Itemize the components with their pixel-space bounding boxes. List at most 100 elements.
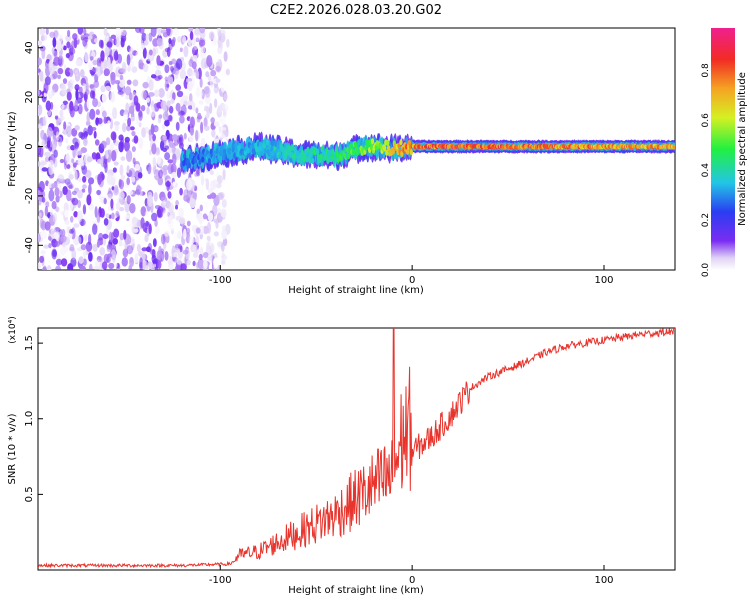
- noise-blob: [43, 244, 50, 249]
- noise-blob: [197, 112, 202, 118]
- noise-blob: [126, 54, 131, 66]
- noise-blob: [206, 55, 213, 68]
- noise-blob: [213, 257, 219, 269]
- noise-blob: [51, 104, 59, 116]
- noise-blob: [61, 228, 66, 238]
- noise-blob: [210, 110, 217, 119]
- noise-blob: [175, 121, 180, 131]
- noise-blob: [49, 31, 56, 38]
- noise-blob: [216, 175, 223, 184]
- noise-blob: [126, 177, 131, 186]
- noise-blob: [129, 47, 134, 56]
- noise-blob: [68, 183, 74, 190]
- noise-blob: [148, 49, 153, 56]
- noise-blob: [78, 131, 84, 139]
- signal-cell: [220, 145, 224, 152]
- noise-blob: [204, 85, 211, 98]
- noise-blob: [114, 79, 121, 85]
- noise-blob: [39, 28, 46, 36]
- noise-blob: [71, 190, 77, 196]
- noise-blob: [112, 254, 116, 264]
- x-tick-label: 0: [409, 575, 415, 586]
- noise-blob: [113, 185, 119, 194]
- noise-blob: [128, 167, 136, 178]
- noise-blob: [66, 91, 72, 101]
- noise-blob: [199, 204, 203, 212]
- noise-blob: [93, 130, 97, 139]
- noise-blob: [89, 90, 95, 99]
- noise-blob: [206, 241, 210, 251]
- noise-blob: [213, 231, 219, 237]
- noise-blob: [152, 134, 156, 142]
- signal-cell: [207, 158, 212, 165]
- noise-blob: [160, 100, 167, 110]
- figure-title: C2E2.2026.028.03.20.G02: [270, 3, 442, 18]
- noise-blob: [100, 59, 105, 71]
- noise-blob: [156, 156, 161, 165]
- noise-blob: [142, 81, 149, 89]
- noise-blob: [198, 225, 205, 236]
- noise-blob: [47, 182, 53, 189]
- noise-blob: [178, 207, 184, 218]
- noise-blob: [213, 121, 220, 127]
- noise-blob: [39, 255, 45, 264]
- noise-blob: [113, 121, 120, 126]
- noise-blob: [43, 82, 49, 94]
- noise-blob: [99, 247, 106, 256]
- noise-blob: [134, 163, 141, 172]
- signal-cell: [288, 145, 292, 152]
- noise-blob: [152, 47, 157, 57]
- noise-blob: [75, 69, 79, 77]
- noise-blob: [60, 234, 67, 243]
- noise-blob: [129, 256, 135, 268]
- noise-blob: [68, 174, 74, 180]
- noise-blob: [71, 248, 77, 261]
- noise-blob: [208, 31, 215, 40]
- noise-blob: [75, 88, 79, 101]
- noise-blob: [38, 144, 42, 156]
- noise-blob: [167, 115, 173, 122]
- noise-blob: [175, 204, 179, 210]
- noise-blob: [135, 115, 141, 126]
- signal-cell: [326, 157, 330, 164]
- noise-blob: [173, 252, 179, 258]
- noise-blob: [186, 227, 191, 235]
- noise-blob: [151, 212, 158, 222]
- noise-blob: [205, 71, 210, 78]
- noise-blob: [152, 238, 157, 248]
- x-tick-label: 100: [594, 575, 613, 586]
- noise-blob: [195, 107, 199, 114]
- noise-blob: [117, 90, 124, 95]
- noise-blob: [78, 234, 84, 245]
- noise-blob: [174, 265, 181, 270]
- signal-cell: [198, 158, 202, 165]
- spectrogram-image: [38, 28, 675, 270]
- x-tick-label: -100: [209, 275, 232, 286]
- noise-blob: [45, 113, 49, 123]
- noise-blob: [225, 68, 230, 76]
- noise-blob: [76, 210, 83, 223]
- noise-blob: [220, 34, 225, 43]
- noise-blob: [52, 37, 57, 48]
- noise-blob: [203, 259, 208, 270]
- noise-blob: [72, 162, 77, 168]
- noise-blob: [210, 180, 216, 191]
- noise-blob: [93, 265, 101, 270]
- noise-blob: [210, 69, 217, 77]
- noise-blob: [195, 70, 200, 79]
- noise-blob: [102, 236, 107, 246]
- noise-blob: [202, 213, 208, 220]
- noise-blob: [66, 41, 71, 49]
- noise-blob: [79, 69, 85, 78]
- signal-cell: [385, 149, 389, 157]
- x-tick-label: 0: [409, 275, 415, 286]
- signal-cell: [333, 156, 338, 163]
- noise-blob: [217, 46, 223, 54]
- noise-blob: [134, 252, 139, 263]
- noise-blob: [118, 179, 125, 190]
- noise-blob: [103, 116, 107, 124]
- noise-blob: [201, 88, 205, 100]
- noise-blob: [53, 149, 58, 158]
- noise-blob: [89, 84, 94, 89]
- noise-blob: [141, 32, 147, 42]
